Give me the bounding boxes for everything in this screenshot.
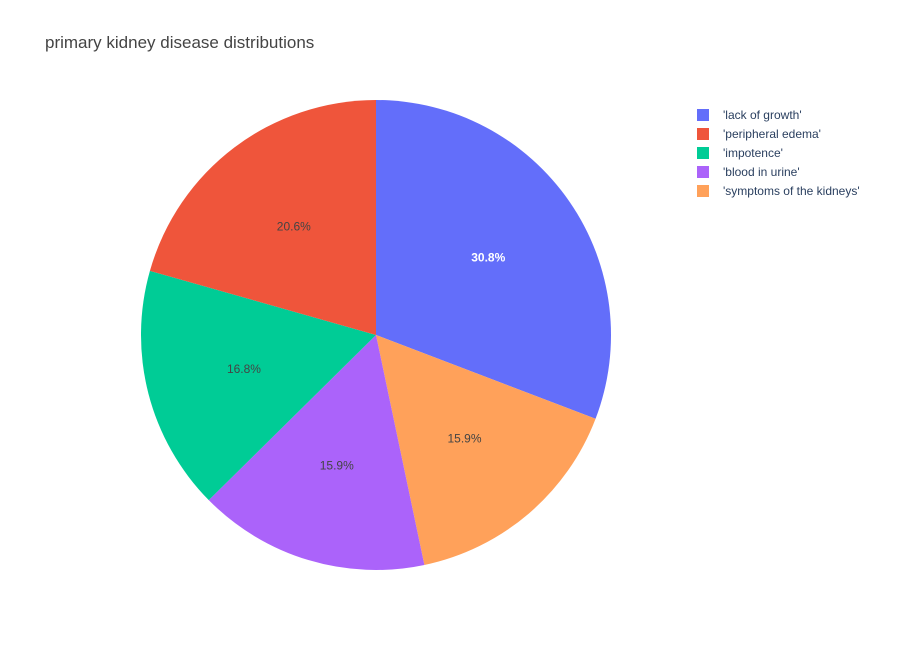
legend-swatch [697,127,709,140]
legend-item-blood-in-urine[interactable]: 'blood in urine' [697,162,860,181]
legend-item-symptoms-of-the-kidneys[interactable]: 'symptoms of the kidneys' [697,181,860,200]
legend-swatch [697,146,709,159]
pie-slice-blood-in-urine[interactable] [208,335,425,570]
pie-slice-percent-label: 30.8% [471,251,505,265]
legend-item-lack-of-growth[interactable]: 'lack of growth' [697,105,860,124]
pie-slice-percent-label: 16.8% [227,362,261,376]
legend-item-impotence[interactable]: 'impotence' [697,143,860,162]
pie-slice-lack-of-growth[interactable] [376,100,611,419]
legend-label: 'lack of growth' [723,107,802,122]
legend-label: 'blood in urine' [723,164,800,179]
legend: 'lack of growth' 'peripheral edema' 'imp… [697,105,860,200]
pie-slice-percent-label: 20.6% [277,219,311,233]
legend-label: 'symptoms of the kidneys' [723,183,860,198]
pie-slices [140,99,611,570]
legend-swatch [697,165,709,178]
pie-slice-impotence[interactable] [140,270,376,501]
pie-slice-percent-label: 15.9% [448,432,482,446]
pie-slice-symptoms-of-the-kidneys[interactable] [376,335,596,565]
legend-swatch [697,108,709,121]
legend-swatch [697,184,709,197]
pie-slice-peripheral-edema[interactable] [149,99,376,336]
pie-slice-labels: 30.8% 15.9% 15.9% 16.8% 20.6% [227,219,506,472]
chart-title: primary kidney disease distributions [45,33,315,52]
legend-label: 'impotence' [723,145,783,160]
pie-slice-percent-label: 15.9% [320,459,354,473]
legend-item-peripheral-edema[interactable]: 'peripheral edema' [697,124,860,143]
legend-label: 'peripheral edema' [723,126,821,141]
